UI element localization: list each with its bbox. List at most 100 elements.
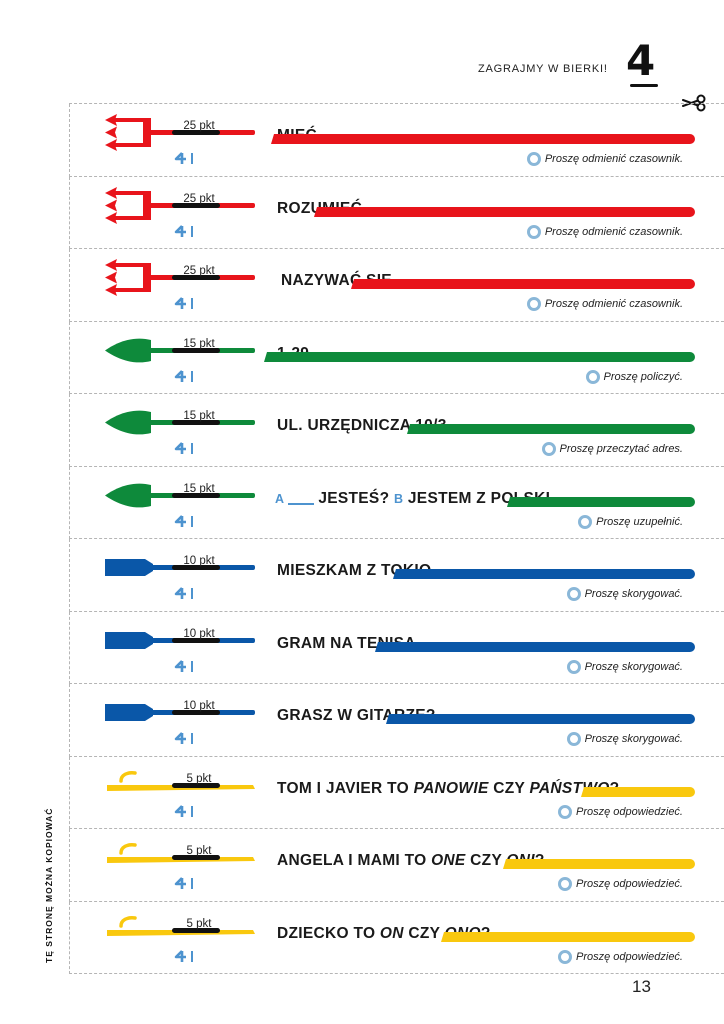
pickup-stick-card: 10 pkt GRAM NA TENISA. Proszę skorygować. [69,611,724,684]
hint-instruction: Proszę skorygować. [566,732,683,746]
hint-circle-icon [557,949,572,964]
points-label: 25 pkt [183,265,215,277]
task-part: CZY [403,924,445,942]
hint-circle-icon [566,587,581,601]
task-part: CZY [465,852,507,869]
hint-text: Proszę przeczytać adres. [559,443,684,455]
paddle-stick-icon [105,559,255,576]
label-a: A [275,491,285,506]
chapter-4-icon [174,586,198,605]
points-label: 10 pkt [183,627,215,640]
answer-line [351,279,695,289]
points-label: 15 pkt [183,337,215,350]
hint-circle-icon [566,732,581,746]
points-label: 10 pkt [183,700,215,712]
chapter-4-icon [174,949,198,968]
hint-instruction: Proszę skorygować. [566,587,683,601]
answer-line [386,714,695,724]
paddle-stick-icon [105,704,255,721]
hint-text: Proszę odmienić czasownik. [544,225,683,238]
question-text: JESTEŚ? [318,489,390,507]
hint-circle-icon [526,152,541,166]
hint-instruction: Proszę odpowiedzieć. [557,949,683,964]
answer-line [264,351,695,362]
answer-line [507,496,695,507]
pickup-stick-card: 10 pkt GRASZ W GITARZE? Proszę skorygować. [69,684,724,757]
hint-instruction: Proszę uzupełnić. [578,514,683,529]
points-label: 15 pkt [183,410,215,422]
option-1: PANOWIE [413,779,489,797]
hint-circle-icon [557,877,572,891]
answer-line [375,641,695,652]
pickup-stick-card: 15 pkt UL. URZĘDNICZA 10/3 Proszę przeczyt… [69,394,724,467]
chapter-4-icon [174,659,198,678]
points-label: 10 pkt [183,555,215,567]
hint-instruction: Proszę odmienić czasownik. [526,224,683,239]
hint-text: Proszę odpowiedzieć. [575,878,683,890]
hint-text: Proszę odpowiedzieć. [575,805,683,818]
hint-instruction: Proszę odmienić czasownik. [526,297,683,311]
header-title: ZAGRAJMY W BIERKI! [478,63,608,75]
hint-text: Proszę policzyć. [603,370,683,383]
task-text: TOM I JAVIER TO PANOWIE CZY PAŃSTWO? [277,780,619,798]
pickup-stick-card: 5 pkt TOM I JAVIER TO PANOWIE CZY PAŃSTWO… [69,756,724,829]
blank-line [288,502,315,505]
task-part: ANGELA I MAMI TO [277,852,432,869]
hint-text: Proszę odmienić czasownik. [544,153,683,165]
spear-stick-icon [105,338,255,362]
hint-instruction: Proszę odmienić czasownik. [526,152,683,166]
trident-stick-icon [105,259,255,296]
chapter-4-icon [174,804,198,823]
option-1: ONE [431,852,466,869]
chapter-4-icon [174,514,198,533]
task-part: DZIECKO TO [277,924,380,942]
answer-line [271,134,695,144]
chapter-number: 4 [626,36,656,85]
hint-instruction: Proszę policzyć. [585,369,683,384]
spear-stick-icon [105,483,255,507]
hint-text: Proszę skorygować. [584,588,683,600]
hint-instruction: Proszę odpowiedzieć. [557,877,683,891]
hint-text: Proszę uzupełnić. [596,515,683,528]
label-b: B [393,491,404,506]
hint-text: Proszę skorygować. [584,733,683,745]
pickup-stick-card: 5 pkt ANGELA I MAMI TO ONE CZY ONI? Proszę… [69,829,724,902]
answer-line [393,569,695,579]
answer-line [441,931,695,942]
hint-instruction: Proszę przeczytać adres. [541,442,684,456]
hint-text: Proszę odmienić czasownik. [544,298,683,310]
pickup-stick-card: 15 pkt1-29Proszę policzyć. [69,321,724,394]
hint-circle-icon [585,369,600,384]
card-list: 25 pktMIEĆProszę odmienić czasownik.25 p… [69,103,724,974]
task-part: CZY [488,779,530,797]
copy-permission-note: TĘ STRONĘ MOŻNA KOPIOWAĆ [44,807,54,963]
points-label: 25 pkt [183,192,215,205]
points-label: 5 pkt [186,845,212,857]
pickup-stick-card: 10 pkt MIESZKAM Z TOKIO. Proszę skorygować… [69,539,724,612]
answer-line [503,859,695,869]
trident-stick-icon [105,114,255,151]
points-label: 5 pkt [186,772,212,785]
pickup-stick-card: 25 pktROZUMIEĆProszę odmienić czasownik. [69,176,724,249]
pickup-stick-card: 25 pktMIEĆProszę odmienić czasownik. [69,104,724,177]
answer-line [314,206,695,217]
hint-instruction: Proszę skorygować. [566,659,683,674]
hint-circle-icon [526,224,541,239]
hint-circle-icon [566,659,581,674]
pickup-stick-card: 15 pkt A JESTEŚ? B JESTEM Z POLSKI. Proszę … [69,466,724,539]
chapter-4-icon [174,441,198,460]
hint-circle-icon [541,442,556,456]
task-text: UL. URZĘDNICZA 10/3 [277,417,447,434]
spear-stick-icon [105,410,255,435]
hint-circle-icon [557,804,572,819]
hook-stick-icon [107,915,255,936]
option-1: ON [379,924,404,942]
hint-text: Proszę odpowiedzieć. [575,950,683,963]
answer-line [581,786,695,797]
task-text: ANGELA I MAMI TO ONE CZY ONI? [277,852,545,870]
chapter-4-icon [174,151,198,170]
chapter-4-icon [174,296,198,315]
points-label: 5 pkt [186,917,212,930]
hint-text: Proszę skorygować. [584,660,683,673]
